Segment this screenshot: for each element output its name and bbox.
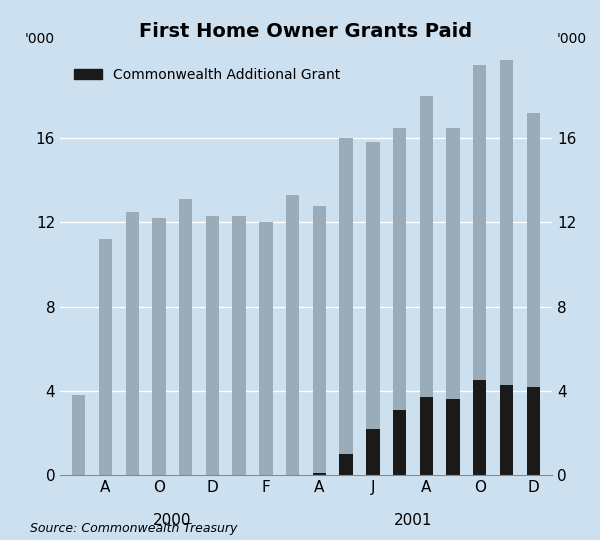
Bar: [286, 195, 299, 475]
Bar: [527, 113, 540, 387]
Bar: [419, 96, 433, 397]
Legend: Commonwealth Additional Grant: Commonwealth Additional Grant: [67, 61, 347, 89]
Bar: [446, 127, 460, 400]
Bar: [152, 218, 166, 475]
Bar: [527, 387, 540, 475]
Text: '000: '000: [25, 31, 55, 45]
Bar: [393, 127, 406, 410]
Bar: [72, 395, 85, 475]
Bar: [419, 397, 433, 475]
Bar: [393, 410, 406, 475]
Bar: [179, 199, 193, 475]
Bar: [500, 384, 513, 475]
Bar: [366, 429, 380, 475]
Text: Source: Commonwealth Treasury: Source: Commonwealth Treasury: [30, 522, 238, 535]
Bar: [366, 143, 380, 429]
Title: First Home Owner Grants Paid: First Home Owner Grants Paid: [139, 22, 473, 42]
Text: 2000: 2000: [153, 513, 191, 528]
Bar: [473, 64, 487, 380]
Bar: [259, 222, 272, 475]
Bar: [473, 380, 487, 475]
Text: '000: '000: [557, 31, 587, 45]
Bar: [313, 473, 326, 475]
Bar: [99, 239, 112, 475]
Bar: [340, 138, 353, 454]
Bar: [206, 216, 219, 475]
Bar: [446, 400, 460, 475]
Bar: [125, 212, 139, 475]
Text: 2001: 2001: [394, 513, 432, 528]
Bar: [500, 60, 513, 384]
Bar: [313, 206, 326, 473]
Bar: [340, 454, 353, 475]
Bar: [232, 216, 246, 475]
